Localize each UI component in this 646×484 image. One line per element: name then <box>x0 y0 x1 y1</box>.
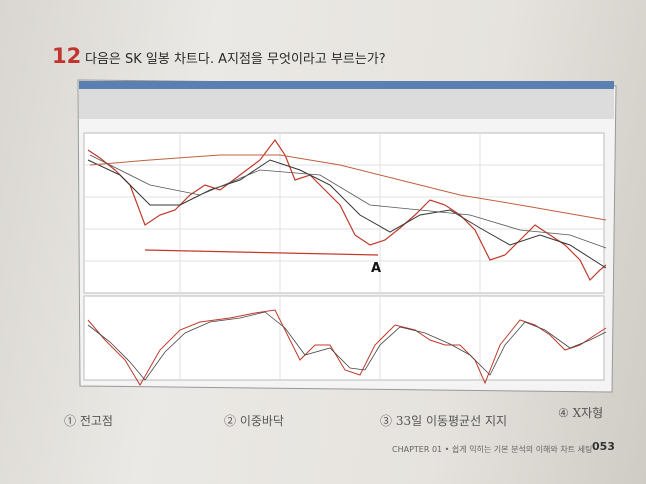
grid <box>84 133 604 380</box>
indicator-line <box>87 309 607 386</box>
indicator-pane <box>83 295 605 381</box>
toolbar <box>79 89 614 119</box>
support-line <box>144 249 379 256</box>
long-moving-average <box>89 154 607 221</box>
point-label: A <box>371 261 381 276</box>
option: ③ 33일 이동평균선 지지 <box>380 414 508 428</box>
question-text: 다음은 SK 일봉 차트다. A지점을 무엇이라고 부르는가? <box>85 52 386 67</box>
price-line <box>87 138 607 282</box>
footer-chapter: CHAPTER 01 • 쉽게 익히는 기본 분석의 이해와 차트 세팅 <box>392 445 593 454</box>
page-number: 053 <box>592 440 615 453</box>
option: ① 전고점 <box>64 414 113 428</box>
signal-line <box>87 311 607 381</box>
option: ② 이중바닥 <box>224 414 284 428</box>
moving-average <box>87 159 607 269</box>
title-bar <box>79 81 614 89</box>
option: ④ X자형 <box>558 406 604 420</box>
mid-moving-average <box>89 154 607 249</box>
question-number: 12 <box>52 44 82 68</box>
